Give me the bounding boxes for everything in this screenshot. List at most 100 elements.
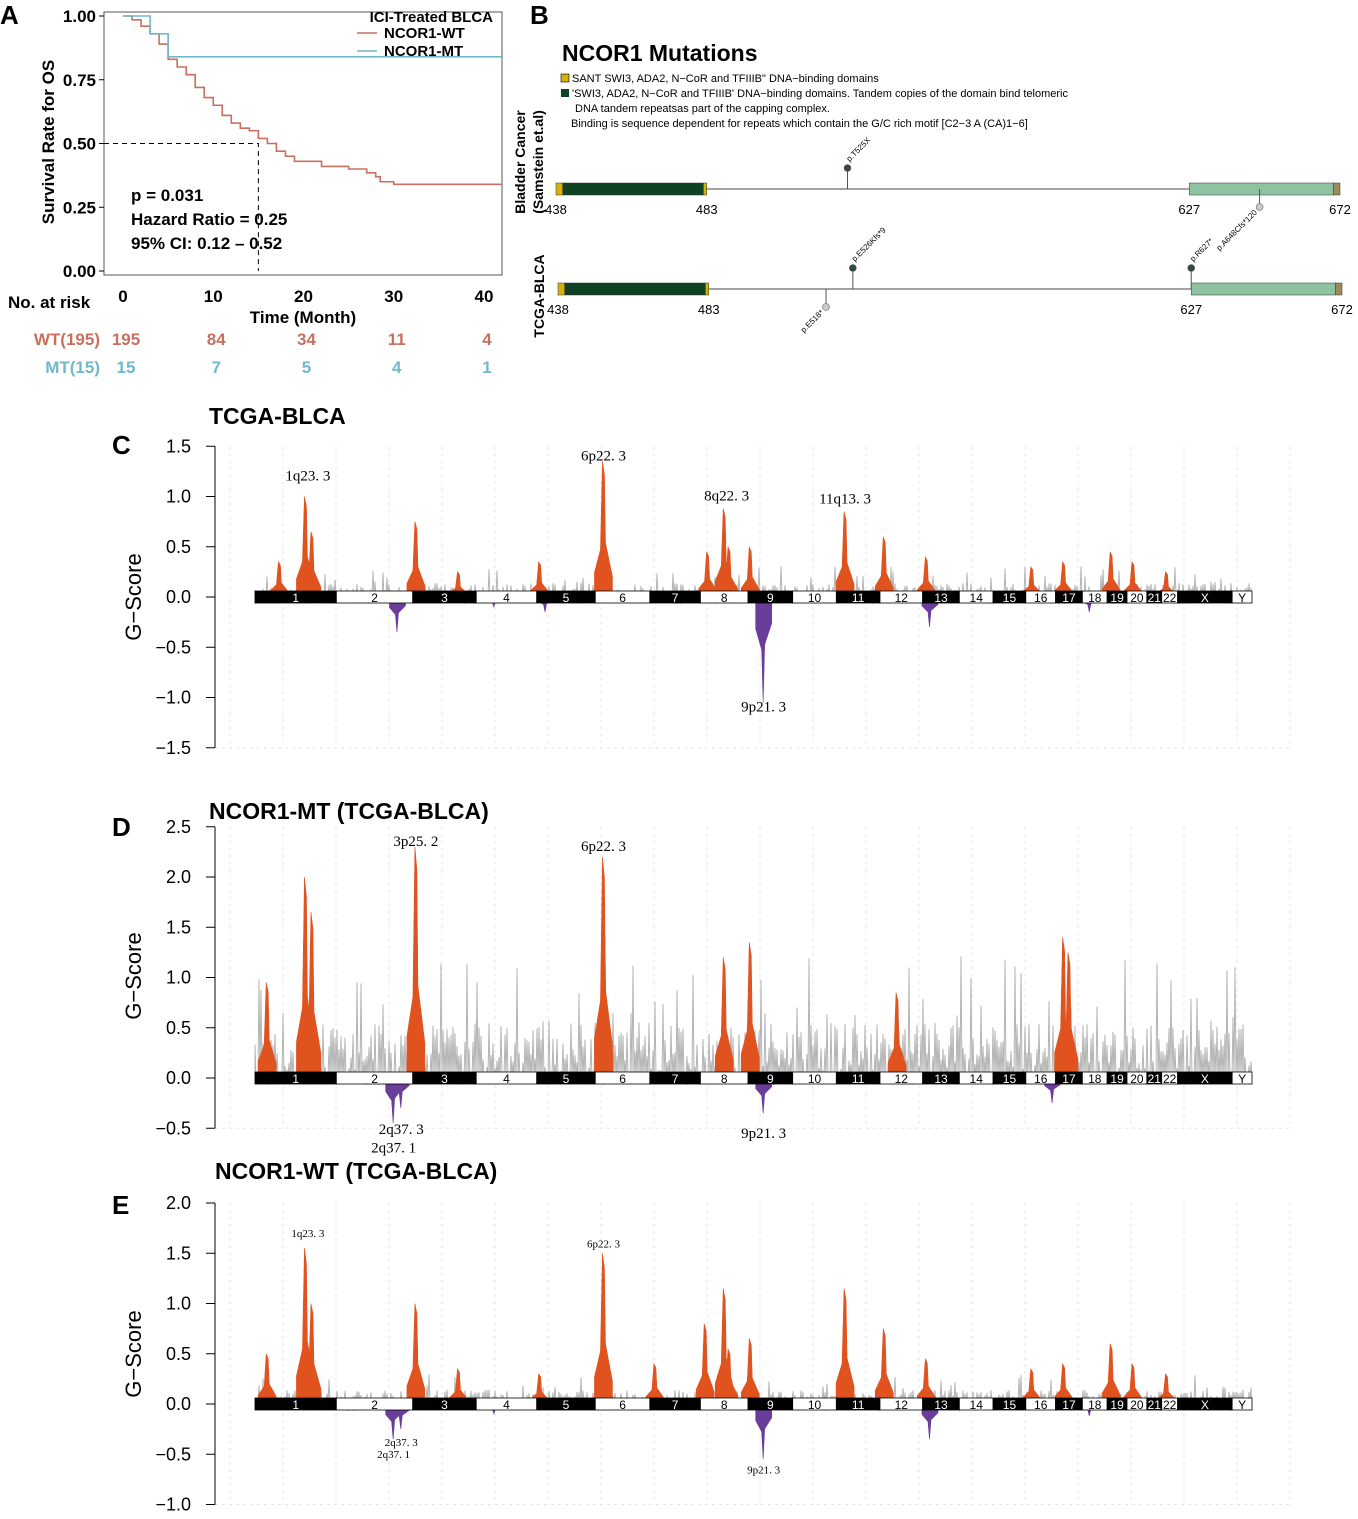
protein-position-label: 438 [545, 202, 567, 217]
gistic-panel-e: NCOR1-WT (TCGA-BLCA) G−Score −1.0 −0.5 0.0… [121, 1158, 1291, 1515]
gistic-y-tick-label: 2.5 [166, 817, 191, 837]
gistic-y-title-d: G−Score [121, 932, 146, 1019]
chromosome-label: X [1201, 1398, 1209, 1412]
gistic-y-tick-label: 0.5 [166, 1344, 191, 1364]
chromosome-label: 16 [1034, 1072, 1048, 1086]
gistic-peak-annotation: 2q37. 3 [379, 1122, 424, 1138]
chromosome-label: 17 [1062, 1072, 1076, 1086]
gistic-amp-peak [406, 846, 426, 1079]
lollipop-legend-swi3-line3: Binding is sequence dependent for repeat… [571, 118, 1028, 130]
gistic-peak-annotation: 2q37. 3 [385, 1437, 419, 1449]
chromosome-label: 18 [1088, 1072, 1102, 1086]
chromosome-label: 2 [371, 1398, 378, 1412]
gistic-y-tick-label: 2.0 [166, 1193, 191, 1213]
risk-table-cell: 1 [482, 358, 491, 377]
chromosome-label: Y [1238, 1072, 1246, 1086]
mutation-head [849, 264, 857, 272]
protein-domain-sant [555, 182, 563, 196]
gistic-amp-peak [594, 1253, 613, 1405]
gistic-y-tick-label: 1.0 [166, 968, 191, 988]
gistic-y-tick-label: −0.5 [155, 1118, 191, 1138]
lollipop-legend-swatch-sant [560, 73, 570, 83]
km-x-tick-label: 40 [475, 287, 494, 306]
mutation-head [1187, 264, 1196, 272]
protein-domain-sant [703, 182, 708, 196]
chromosome-label: 3 [441, 1398, 448, 1412]
chromosome-label: 7 [672, 1072, 679, 1086]
lollipop-track-label-tcga: TCGA-BLCA [531, 254, 547, 337]
gistic-peak-annotation: 11q13. 3 [819, 492, 871, 508]
lollipop-track-label-samstein-line1: Bladder Cancer [512, 110, 528, 214]
gistic-peak-annotation: 2q37. 1 [371, 1140, 416, 1156]
gistic-plot-d: −0.50.00.51.01.52.02.51 2 3 4 5 6 7 8 9 10 11 12 13 1… [155, 817, 1291, 1156]
km-y-tick-label: 1.00 [63, 7, 96, 26]
gistic-plot-e: −1.0−0.50.00.51.01.52.01 2 3 4 5 6 7 8 9 10 11 12 13… [155, 1193, 1291, 1515]
chromosome-label: 8 [721, 1072, 728, 1086]
gistic-peak-annotation: 6p22. 3 [587, 1238, 621, 1250]
gistic-peak-annotation: 8q22. 3 [704, 489, 749, 505]
risk-table-cell: 195 [112, 330, 140, 349]
chromosome-label: 9 [767, 591, 774, 605]
km-stat-hr: Hazard Ratio = 0.25 [131, 210, 287, 229]
km-y-tick-label: 0.75 [63, 71, 96, 90]
gistic-y-tick-label: 2.0 [166, 867, 191, 887]
mutation-head [1255, 203, 1264, 211]
gistic-y-tick-label: −0.5 [155, 637, 191, 657]
chromosome-label: 22 [1163, 591, 1177, 605]
gistic-amp-peak [740, 942, 760, 1079]
risk-table-cell: 4 [392, 358, 402, 377]
chromosome-label: 14 [970, 1072, 984, 1086]
chromosome-label: 20 [1130, 1072, 1144, 1086]
km-median-line [104, 143, 259, 271]
protein-position-label: 438 [547, 302, 569, 317]
chromosome-label: 11 [852, 591, 865, 605]
lollipop-track-label-samstein-line2: (Samstein et.al) [530, 110, 546, 213]
gistic-peak-annotation: 1q23. 3 [285, 468, 330, 484]
chromosome-label: 19 [1110, 1072, 1124, 1086]
panel-label-e: E [112, 1190, 129, 1220]
mutation-head [843, 164, 852, 172]
lollipop-legend-swi3-line2: DNA tandem repeatsas part of the capping… [575, 103, 830, 115]
chromosome-label: 18 [1088, 1398, 1102, 1412]
chromosome-label: X [1201, 591, 1209, 605]
km-y-axis-title: Survival Rate for OS [39, 60, 58, 224]
risk-table-cell: 7 [212, 358, 221, 377]
gistic-peak-annotation: 3p25. 2 [393, 834, 438, 850]
gistic-y-tick-label: 1.5 [166, 917, 191, 937]
risk-table-title: No. at risk [8, 293, 91, 312]
panel-label-a: A [0, 0, 19, 30]
km-x-tick-label: 20 [294, 287, 313, 306]
km-x-axis-title: Time (Month) [250, 308, 356, 327]
protein-domain-region [1190, 282, 1336, 296]
chromosome-label: 3 [441, 591, 448, 605]
gistic-y-tick-label: 0.0 [166, 1068, 191, 1088]
gistic-y-tick-label: −1.0 [155, 1495, 191, 1515]
protein-position-label: 483 [698, 302, 720, 317]
protein-domain-end [1335, 282, 1343, 296]
chromosome-label: 6 [619, 1398, 626, 1412]
gistic-title-e: NCOR1-WT (TCGA-BLCA) [215, 1158, 497, 1184]
gistic-y-tick-label: 0.5 [166, 537, 191, 557]
gistic-y-tick-label: −0.5 [155, 1444, 191, 1464]
mutation-head [822, 303, 830, 311]
chromosome-label: 21 [1148, 1072, 1162, 1086]
chromosome-label: 3 [441, 1072, 448, 1086]
gistic-title-c: TCGA-BLCA [209, 403, 346, 429]
chromosome-label: 13 [934, 591, 948, 605]
chromosome-label: 8 [721, 591, 728, 605]
chromosome-label: 2 [371, 1072, 378, 1086]
panel-label-d: D [112, 812, 131, 842]
gistic-y-tick-label: 1.0 [166, 1294, 191, 1314]
gistic-peak-annotation: 9p21. 3 [741, 1126, 786, 1142]
lollipop-legend-swi3-line1: 'SWI3, ADA2, N−CoR and TFIIIB' DNA−bindi… [572, 88, 1068, 100]
lollipop-panel: NCOR1 Mutations SANT SWI3, ADA2, N−CoR a… [512, 40, 1353, 338]
gistic-y-tick-label: 0.0 [166, 587, 191, 607]
risk-table-cell: 5 [302, 358, 311, 377]
chromosome-label: 11 [852, 1072, 865, 1086]
gistic-peak-annotation: 6p22. 3 [581, 448, 626, 464]
km-panel: 0.00 0.25 0.50 0.75 1.00 0 10 20 30 40 ICI-Treate… [8, 7, 503, 377]
protein-domain-swi3 [562, 182, 704, 196]
gistic-y-tick-label: 1.0 [166, 487, 191, 507]
gistic-panel-c: TCGA-BLCA G−Score −1.5 −1.0 −0.5 0.0 0.5 1.0 1… [121, 403, 1291, 758]
